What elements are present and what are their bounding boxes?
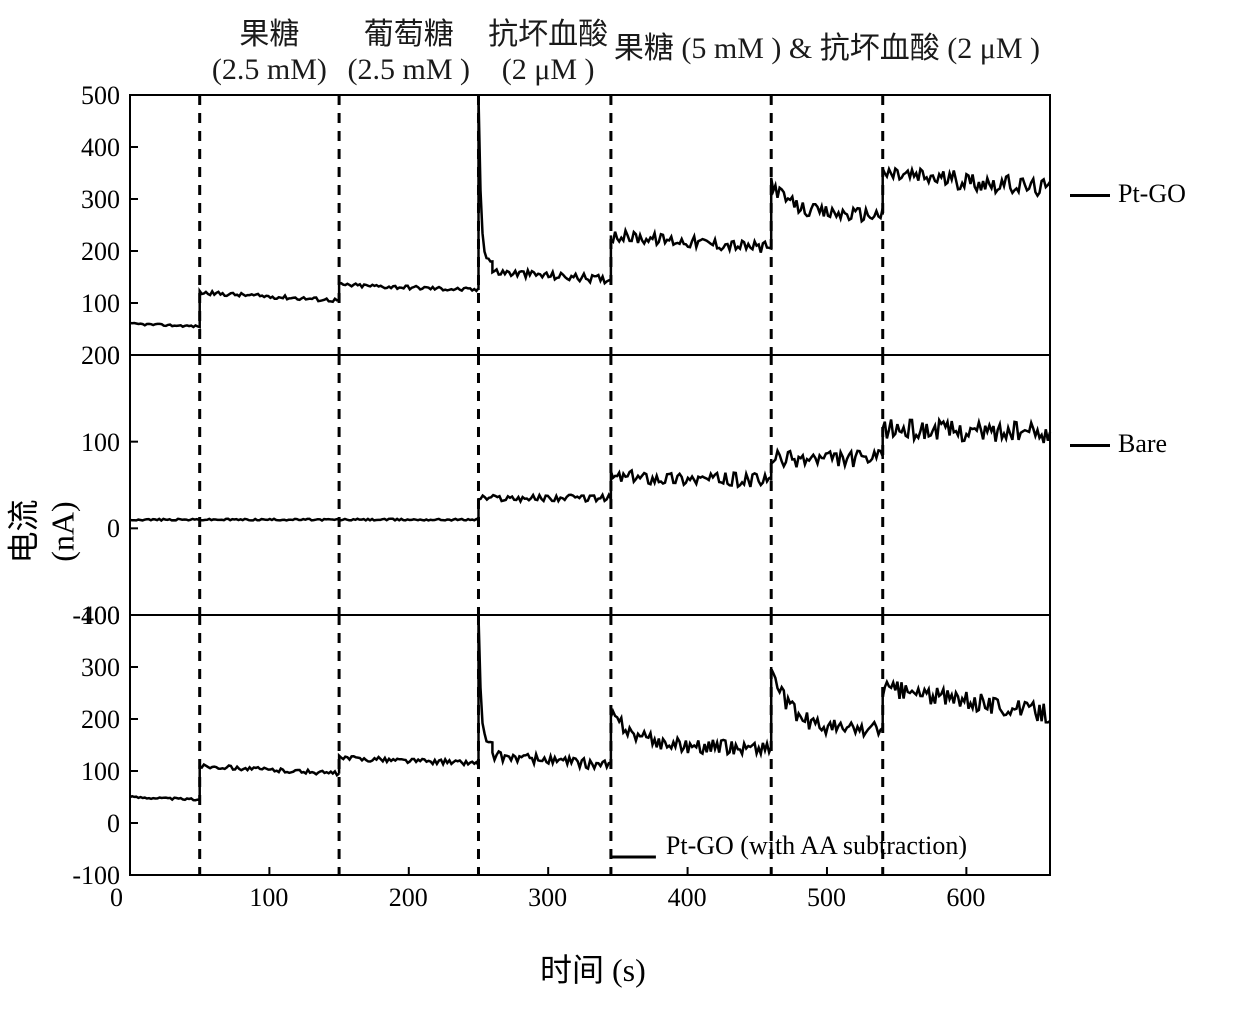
panel-svg-pt-go (130, 95, 1050, 355)
ytick-label: 200 (50, 341, 120, 371)
legend-bare: Bare (1070, 429, 1167, 459)
xtick-label: 400 (668, 883, 707, 913)
ytick-label: 100 (50, 428, 120, 458)
panel-svg-bare (130, 355, 1050, 615)
x-axis-label: 时间 (s) (540, 945, 646, 991)
xtick-label: 600 (946, 883, 985, 913)
xtick-label: 500 (807, 883, 846, 913)
trace-bare (130, 420, 1050, 521)
trace-pt-go-sub (130, 615, 1050, 800)
ytick-label: 100 (50, 757, 120, 787)
ytick-label: 200 (50, 705, 120, 735)
trace-pt-go (130, 95, 1050, 327)
xtick-label: 200 (389, 883, 428, 913)
panel-bare (130, 355, 1050, 615)
ytick-label: 100 (50, 289, 120, 319)
legend-pt-go-sub: Pt-GO (with AA subtraction) (666, 831, 967, 861)
xtick-label: 300 (528, 883, 567, 913)
ytick-label: 400 (50, 601, 120, 631)
xtick-label: 100 (249, 883, 288, 913)
ytick-label: 300 (50, 653, 120, 683)
xtick-label: 0 (110, 883, 123, 913)
ytick-label: 500 (50, 81, 120, 111)
injection-annotation: 抗坏血酸(2 μM ) (488, 18, 608, 87)
ytick-label: 300 (50, 185, 120, 215)
legend-pt-go: Pt-GO (1070, 179, 1186, 209)
figure-root: 电流 (nA) 果糖(2.5 mM)葡萄糖(2.5 mM )抗坏血酸(2 μM … (0, 0, 1240, 1009)
panel-pt-go (130, 95, 1050, 355)
injection-annotation: 葡萄糖(2.5 mM ) (348, 18, 471, 87)
injection-annotation: 果糖 (5 mM ) & 抗坏血酸 (2 μM ) (614, 32, 1040, 67)
injection-annotation: 果糖(2.5 mM) (212, 18, 327, 87)
ytick-label: 200 (50, 237, 120, 267)
ytick-label: 0 (50, 514, 120, 544)
ytick-label: 400 (50, 133, 120, 163)
ytick-label: 0 (50, 809, 120, 839)
